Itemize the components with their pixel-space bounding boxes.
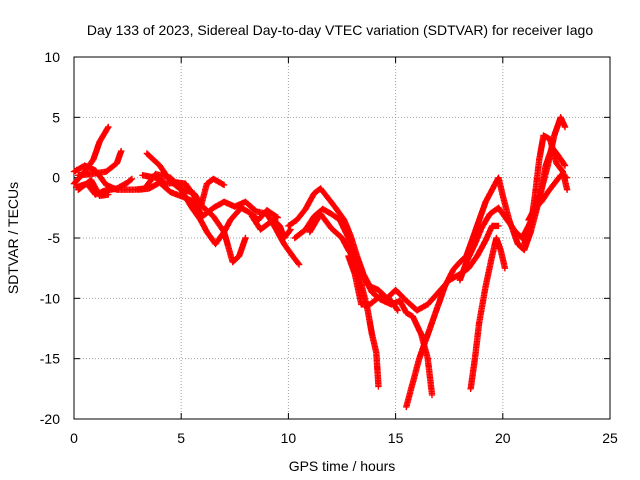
y-axis-label: SDTVAR / TECUs <box>5 182 21 294</box>
series-track-16 <box>467 234 509 392</box>
x-axis-label: GPS time / hours <box>289 458 396 474</box>
x-tick-label: 0 <box>70 430 78 446</box>
series-track-9 <box>248 213 294 242</box>
series-markers <box>75 176 112 199</box>
y-tick-labels: -20 -15 -10 -5 0 5 10 <box>40 49 60 427</box>
data-series <box>70 114 571 411</box>
axis-ticks <box>73 56 611 420</box>
y-tick-label: -10 <box>40 290 60 306</box>
y-tick-label: 0 <box>52 170 60 186</box>
y-tick-label: -5 <box>48 230 61 246</box>
series-track-8 <box>135 179 303 268</box>
series-track-18 <box>525 172 571 224</box>
x-tick-label: 10 <box>281 430 297 446</box>
series-markers <box>135 179 303 268</box>
x-tick-label: 5 <box>177 430 185 446</box>
x-tick-labels: 0 5 10 15 20 25 <box>70 430 618 446</box>
series-track-6 <box>143 150 281 248</box>
series-track-13 <box>345 252 401 314</box>
y-tick-label: -20 <box>40 411 60 427</box>
series-markers <box>143 150 281 248</box>
series-markers <box>467 234 509 392</box>
series-track-4 <box>75 176 112 199</box>
chart-title: Day 133 of 2023, Sidereal Day-to-day VTE… <box>87 22 594 38</box>
series-markers <box>345 252 401 314</box>
x-tick-label: 20 <box>495 430 511 446</box>
y-tick-label: -15 <box>40 351 60 367</box>
series-markers <box>521 132 571 248</box>
series-markers <box>248 213 294 242</box>
x-tick-label: 25 <box>602 430 618 446</box>
y-tick-label: 10 <box>44 49 60 65</box>
x-tick-label: 15 <box>388 430 404 446</box>
y-tick-label: 5 <box>52 109 60 125</box>
series-markers <box>525 172 571 224</box>
series-track-17 <box>521 132 571 248</box>
